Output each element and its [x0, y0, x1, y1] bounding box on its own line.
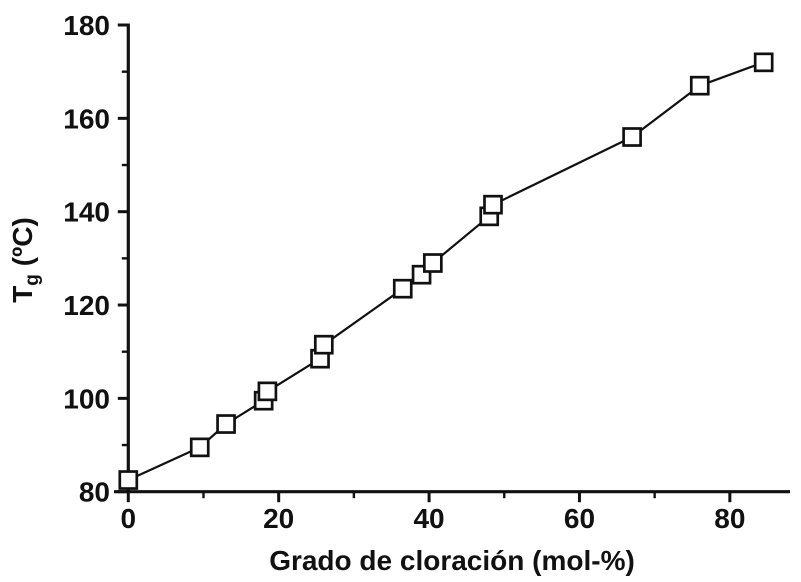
y-axis-title-subscript: g	[22, 274, 43, 286]
y-tick-label: 160	[63, 103, 110, 134]
x-tick-label: 0	[121, 503, 137, 534]
y-tick-label: 180	[63, 10, 110, 41]
y-tick-label: 140	[63, 197, 110, 228]
plot-layer: 0 20 40 60 80 80 100 120 140 160 180	[63, 10, 790, 534]
x-tick-label: 60	[564, 503, 595, 534]
data-point-marker	[753, 52, 774, 73]
y-tick-label: 100	[63, 383, 110, 414]
data-point-marker	[392, 278, 413, 299]
data-point-marker	[622, 127, 642, 147]
x-axis-title: Grado de cloración (mol-%)	[269, 545, 635, 576]
x-tick-label: 80	[714, 503, 745, 534]
y-axis-title-units: (ºC)	[7, 217, 38, 274]
y-tick-label: 120	[63, 290, 110, 321]
svg-text:Tg (ºC): Tg (ºC)	[7, 217, 43, 303]
data-point-marker	[257, 381, 278, 402]
data-point-marker	[216, 414, 236, 434]
y-axis-title: Tg (ºC)	[7, 217, 43, 303]
x-tick-label: 40	[413, 503, 444, 534]
y-tick-label: 80	[79, 477, 110, 508]
data-point-marker	[422, 253, 443, 273]
y-axis-title-main: T	[7, 286, 38, 303]
data-point-marker	[313, 334, 334, 355]
x-tick-label: 20	[263, 503, 294, 534]
data-point-marker	[689, 75, 710, 96]
data-point-marker	[118, 470, 139, 490]
data-point-marker	[483, 194, 503, 215]
data-point-marker	[189, 437, 210, 458]
